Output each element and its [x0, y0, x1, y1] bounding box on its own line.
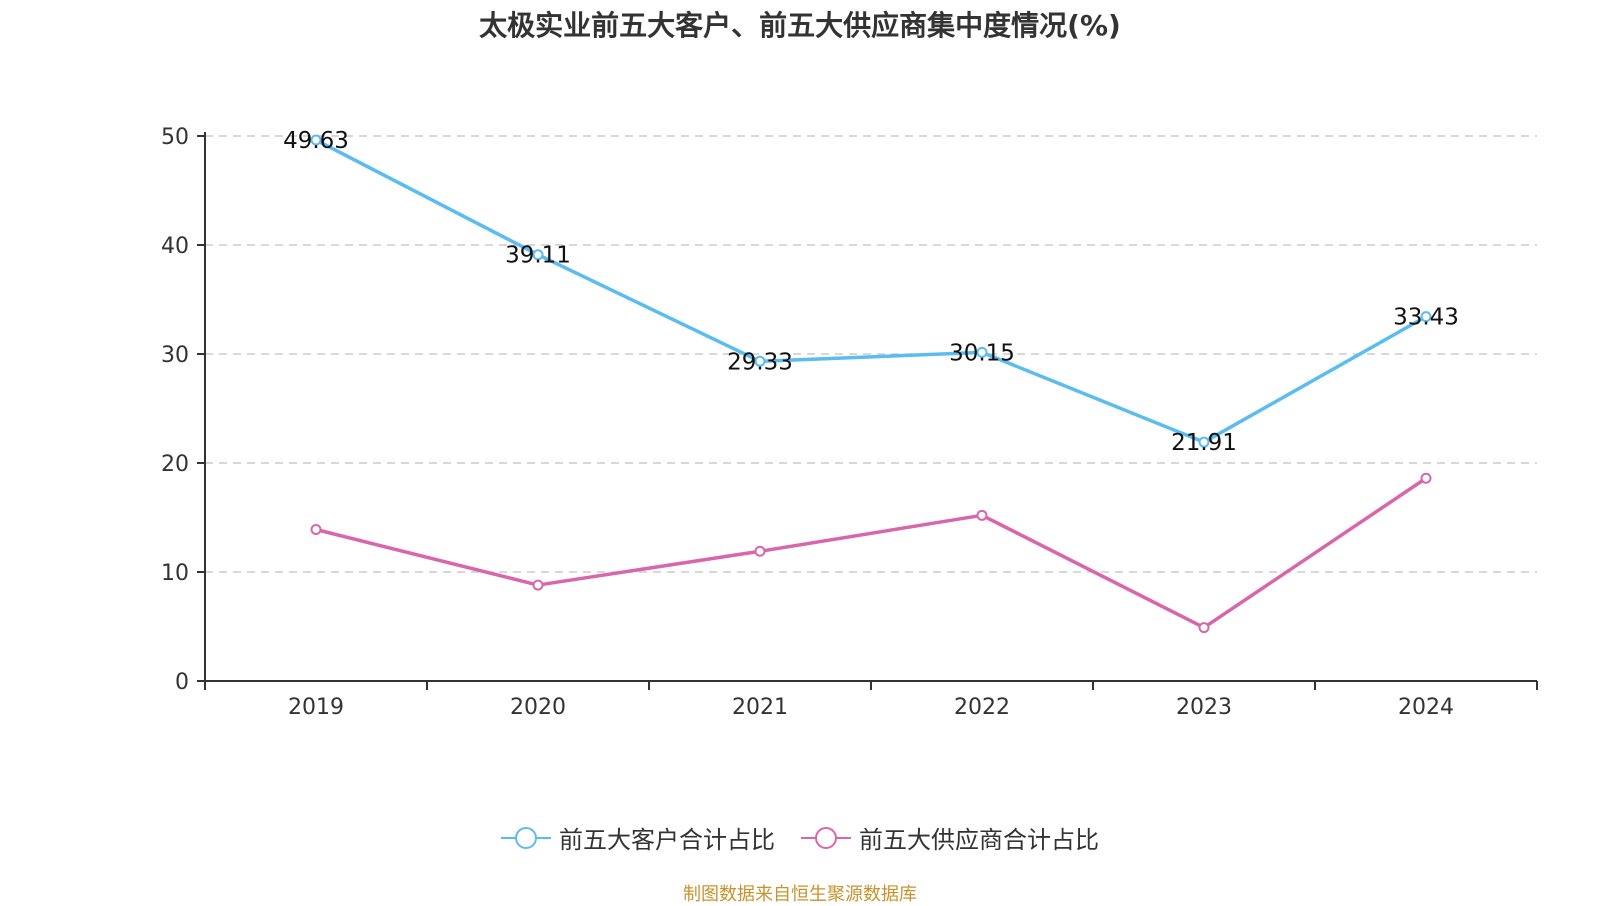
series-line-1: [315, 476, 1427, 630]
x-tick-label: 2022: [954, 695, 1010, 720]
y-tick-label: 30: [161, 343, 189, 368]
data-point: [532, 579, 544, 591]
legend-item-suppliers[interactable]: 前五大供应商合计占比: [801, 820, 1099, 855]
data-point: [976, 509, 988, 521]
data-point: [1198, 436, 1210, 448]
y-tick-label: 10: [161, 561, 189, 586]
data-point: [754, 355, 766, 367]
legend-item-customers[interactable]: 前五大客户合计占比: [501, 820, 775, 855]
y-tick-label: 50: [161, 125, 189, 150]
data-point: [310, 523, 322, 535]
legend-label-customers: 前五大客户合计占比: [559, 826, 775, 854]
x-tick-label: 2019: [288, 695, 344, 720]
x-tick-label: 2021: [732, 695, 788, 720]
y-tick-label: 0: [175, 670, 189, 695]
legend-marker-customers-icon: [501, 826, 551, 849]
chart-title: 太极实业前五大客户、前五大供应商集中度情况(%): [479, 9, 1121, 42]
x-tick-label: 2023: [1176, 695, 1232, 720]
data-label: 39.11: [505, 243, 571, 269]
data-label: 21.91: [1171, 430, 1237, 456]
series: [310, 134, 1432, 634]
data-source-note: 制图数据来自恒生聚源数据库: [683, 884, 917, 905]
data-labels: 49.63 39.11 29.33 30.15 21.91 33.43: [283, 128, 1459, 456]
data-point: [754, 545, 766, 557]
data-label: 33.43: [1393, 305, 1459, 331]
data-point: [310, 134, 322, 146]
legend: 前五大客户合计占比 前五大供应商合计占比: [0, 820, 1600, 855]
data-point: [1420, 472, 1432, 484]
x-tick-label: 2024: [1398, 695, 1454, 720]
legend-marker-suppliers-icon: [801, 826, 851, 849]
legend-label-suppliers: 前五大供应商合计占比: [859, 826, 1099, 854]
data-label: 30.15: [949, 340, 1015, 366]
gridlines: [205, 135, 1537, 573]
data-point: [1198, 622, 1210, 634]
data-label: 49.63: [283, 128, 349, 154]
data-point: [1420, 311, 1432, 323]
x-tick-label: 2020: [510, 695, 566, 720]
data-point: [976, 346, 988, 358]
y-tick-label: 20: [161, 452, 189, 477]
data-point: [532, 249, 544, 261]
data-label: 29.33: [727, 349, 793, 375]
axes: 0 10 20 30 40 50 2019 2020 2021 2022 2023 2024: [161, 125, 1538, 720]
y-tick-label: 40: [161, 234, 189, 259]
series-line-0: [315, 138, 1427, 444]
